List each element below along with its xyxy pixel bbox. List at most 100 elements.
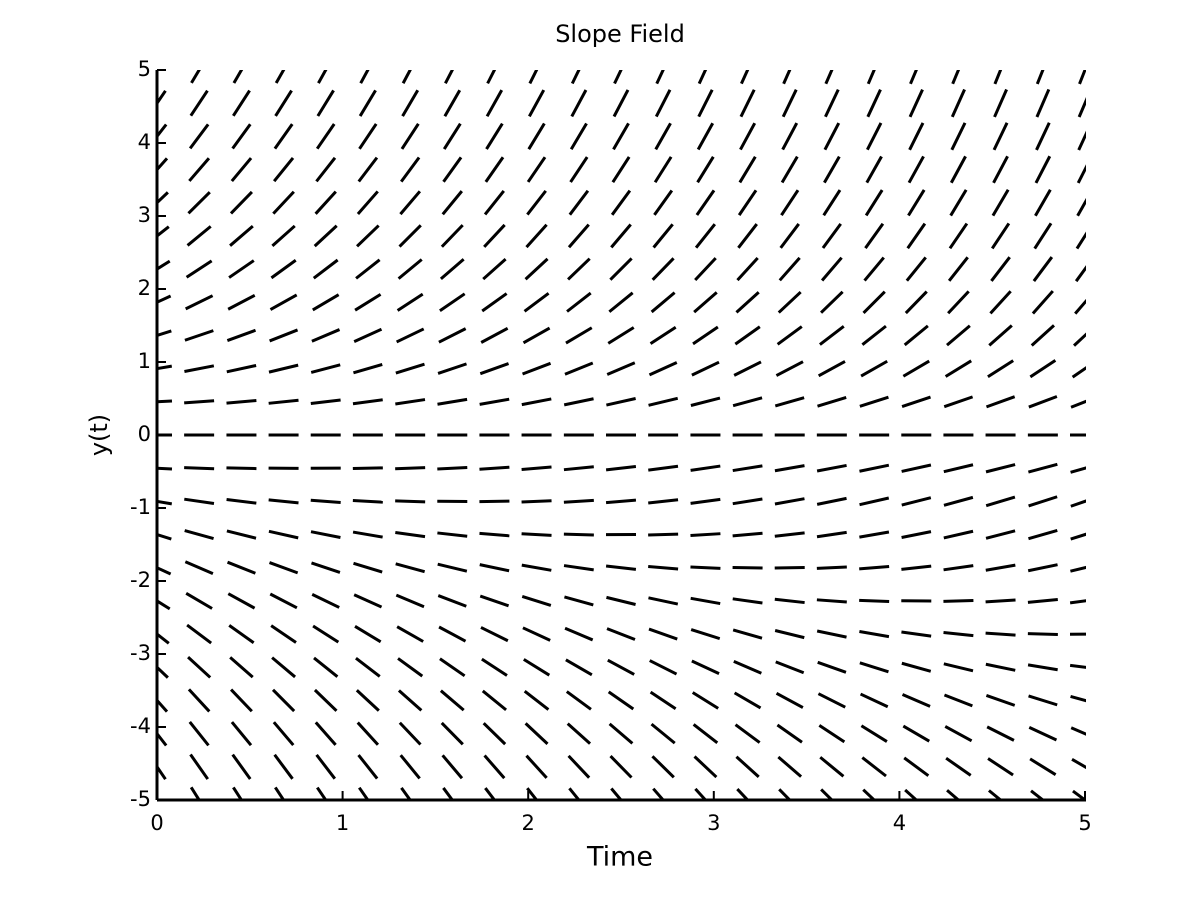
slope-segment bbox=[400, 122, 420, 150]
slope-field bbox=[157, 70, 1086, 801]
slope-segment bbox=[187, 688, 211, 713]
slope-segment bbox=[395, 499, 426, 504]
slope-segment bbox=[866, 70, 876, 85]
slope-segment bbox=[901, 395, 931, 408]
slope-segment bbox=[648, 627, 678, 641]
slope-segment bbox=[271, 688, 296, 713]
slope-segment bbox=[395, 593, 425, 609]
slope-segment bbox=[648, 564, 679, 571]
slope-segment bbox=[945, 756, 972, 777]
slope-segment bbox=[776, 325, 803, 346]
slope-segment bbox=[695, 189, 716, 216]
slope-segment bbox=[482, 722, 507, 746]
slope-segment bbox=[439, 258, 465, 280]
slope-segment bbox=[482, 257, 507, 281]
slope-segment bbox=[734, 723, 761, 744]
slope-segment bbox=[943, 495, 974, 507]
slope-segment bbox=[612, 122, 630, 151]
slope-segment bbox=[1076, 164, 1086, 184]
slope-segment bbox=[1070, 399, 1086, 409]
slope-segment bbox=[866, 122, 883, 151]
slope-segment bbox=[943, 564, 974, 572]
slope-segment bbox=[864, 189, 884, 217]
slope-segment bbox=[354, 293, 382, 312]
slope-segment bbox=[649, 326, 677, 345]
slope-segment bbox=[612, 89, 630, 118]
slope-segment bbox=[563, 397, 594, 407]
slope-segment bbox=[860, 359, 888, 378]
slope-segment bbox=[353, 327, 383, 343]
slope-segment bbox=[317, 70, 328, 84]
slope-segment bbox=[821, 222, 842, 249]
slope-segment bbox=[157, 632, 170, 645]
slope-segment bbox=[696, 156, 715, 184]
slope-segment bbox=[439, 657, 466, 678]
slope-segment bbox=[157, 123, 168, 139]
slope-segment bbox=[781, 122, 799, 151]
slope-segment bbox=[735, 291, 760, 314]
slope-segment bbox=[525, 754, 548, 779]
slope-segment bbox=[401, 70, 412, 84]
slope-segment bbox=[566, 291, 592, 313]
slope-segment bbox=[312, 624, 340, 644]
x-tick-label: 5 bbox=[1078, 811, 1091, 835]
slope-segment bbox=[991, 189, 1010, 217]
slope-segment bbox=[395, 398, 426, 406]
slope-segment bbox=[993, 70, 1003, 85]
slope-segment bbox=[230, 721, 253, 747]
slope-segment bbox=[605, 465, 637, 472]
slope-segment bbox=[395, 562, 426, 574]
slope-segment bbox=[440, 224, 464, 248]
slope-segment bbox=[272, 190, 295, 215]
y-tick-label: 0 bbox=[138, 422, 151, 446]
slope-segment bbox=[985, 495, 1016, 508]
slope-segment bbox=[157, 764, 167, 781]
slope-segment bbox=[184, 466, 215, 471]
slope-segment bbox=[437, 397, 468, 406]
slope-segment bbox=[486, 70, 497, 85]
slope-segment bbox=[312, 258, 339, 280]
slope-segment bbox=[522, 361, 552, 376]
slope-segment bbox=[774, 396, 805, 408]
slope-segment bbox=[732, 628, 763, 640]
slope-segment bbox=[157, 225, 170, 238]
slope-segment bbox=[1074, 298, 1086, 315]
slope-segment bbox=[780, 155, 799, 184]
slope-segment bbox=[157, 364, 173, 371]
slope-segment bbox=[398, 721, 422, 746]
slope-segment bbox=[396, 292, 424, 312]
slope-segment bbox=[157, 566, 172, 576]
slope-segment bbox=[1035, 88, 1051, 118]
slope-segment bbox=[442, 122, 462, 150]
slope-segment bbox=[229, 656, 254, 679]
slope-segment bbox=[521, 397, 552, 407]
slope-segment bbox=[1027, 563, 1058, 573]
slope-segment bbox=[1078, 70, 1086, 85]
slope-segment bbox=[1070, 565, 1086, 573]
slope-segment bbox=[1028, 694, 1058, 707]
slope-segment bbox=[479, 362, 510, 376]
slope-segment bbox=[481, 689, 508, 712]
slope-segment bbox=[269, 592, 298, 610]
slope-segment bbox=[270, 259, 297, 280]
slope-segment bbox=[523, 690, 550, 711]
slope-segment bbox=[1033, 222, 1053, 250]
slope-segment bbox=[186, 623, 213, 645]
slope-segment bbox=[693, 755, 718, 779]
slope-segment bbox=[732, 396, 763, 408]
slope-segment bbox=[901, 530, 932, 539]
slope-segment bbox=[232, 70, 244, 84]
slope-segment bbox=[608, 291, 634, 313]
slope-segment bbox=[909, 70, 918, 85]
slope-segment bbox=[859, 598, 890, 604]
slope-segment bbox=[481, 657, 508, 677]
slope-segment bbox=[355, 224, 380, 248]
slope-segment bbox=[609, 257, 633, 281]
slope-segment bbox=[817, 360, 846, 378]
slope-segment bbox=[226, 328, 257, 342]
slope-segment bbox=[355, 258, 381, 280]
slope-segment bbox=[522, 326, 551, 345]
slope-segment bbox=[568, 189, 590, 216]
slope-segment bbox=[985, 662, 1016, 672]
